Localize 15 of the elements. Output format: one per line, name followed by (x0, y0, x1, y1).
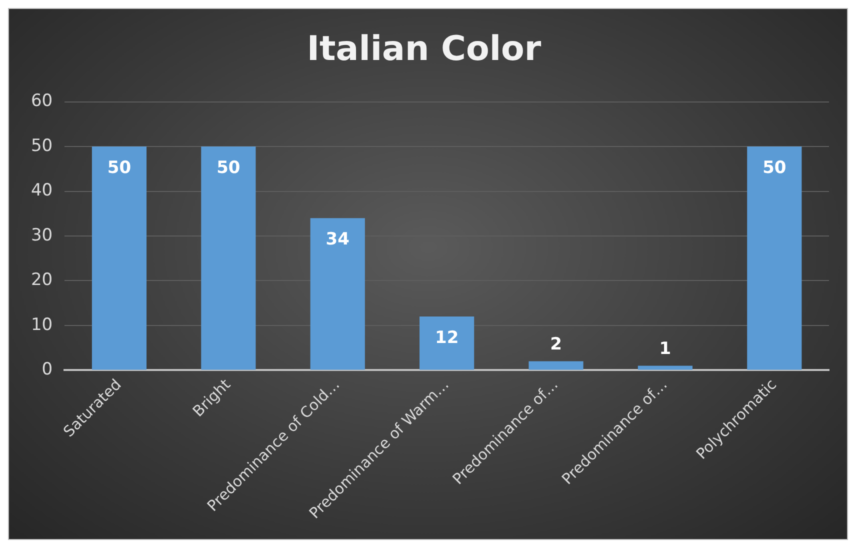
data-label: 1 (659, 339, 672, 360)
y-tick-label: 50 (30, 136, 53, 156)
y-tick-label: 40 (30, 180, 53, 201)
y-tick-label: 20 (30, 270, 53, 290)
y-tick-label: 0 (42, 360, 53, 380)
y-tick-label: 60 (30, 91, 53, 112)
y-tick-label: 30 (30, 225, 53, 246)
data-label: 50 (107, 158, 132, 178)
chart-title: Italian Color (306, 29, 542, 70)
data-label: 50 (216, 158, 240, 178)
data-label: 2 (550, 334, 562, 355)
data-label: 34 (326, 230, 350, 250)
data-label: 50 (762, 158, 786, 178)
data-label: 12 (434, 328, 459, 348)
y-tick-label: 10 (30, 314, 53, 335)
